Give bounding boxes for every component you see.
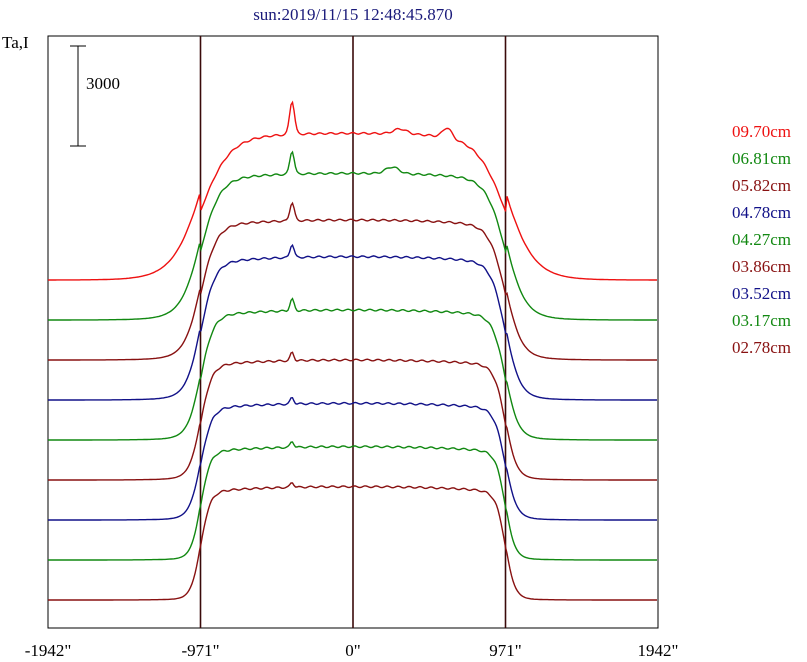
series-line-03.52cm — [48, 396, 657, 521]
series-line-04.27cm — [48, 297, 657, 441]
scale-bar: 3000 — [70, 45, 120, 147]
x-tick-label: 971" — [489, 641, 521, 660]
x-tick-labels: -1942" -971" 0" 971" 1942" — [25, 641, 679, 660]
legend-entry: 04.78cm — [732, 203, 791, 222]
legend-entry: 03.17cm — [732, 311, 791, 330]
x-tick-label: 1942" — [638, 641, 679, 660]
scale-bar-label: 3000 — [86, 74, 120, 93]
series-line-03.17cm — [48, 441, 657, 561]
x-tick-label: 0" — [345, 641, 360, 660]
legend: 09.70cm 06.81cm 05.82cm 04.78cm 04.27cm 03.86… — [732, 122, 791, 357]
legend-entry: 02.78cm — [732, 338, 791, 357]
series-line-02.78cm — [48, 482, 657, 601]
vertical-reference-lines — [199, 36, 507, 628]
x-tick-label: -971" — [181, 641, 219, 660]
legend-entry: 04.27cm — [732, 230, 791, 249]
legend-entry: 09.70cm — [732, 122, 791, 141]
series-lines — [48, 100, 657, 601]
legend-entry: 03.52cm — [732, 284, 791, 303]
series-line-04.78cm — [48, 243, 657, 401]
series-line-09.70cm — [48, 100, 657, 281]
y-axis-label: Ta,I — [2, 33, 29, 52]
x-tick-label: -1942" — [25, 641, 72, 660]
chart-title: sun:2019/11/15 12:48:45.870 — [253, 5, 453, 24]
legend-entry: 06.81cm — [732, 149, 791, 168]
series-line-03.86cm — [48, 351, 657, 481]
series-line-06.81cm — [48, 150, 657, 321]
series-line-05.82cm — [48, 201, 657, 361]
legend-entry: 05.82cm — [732, 176, 791, 195]
legend-entry: 03.86cm — [732, 257, 791, 276]
